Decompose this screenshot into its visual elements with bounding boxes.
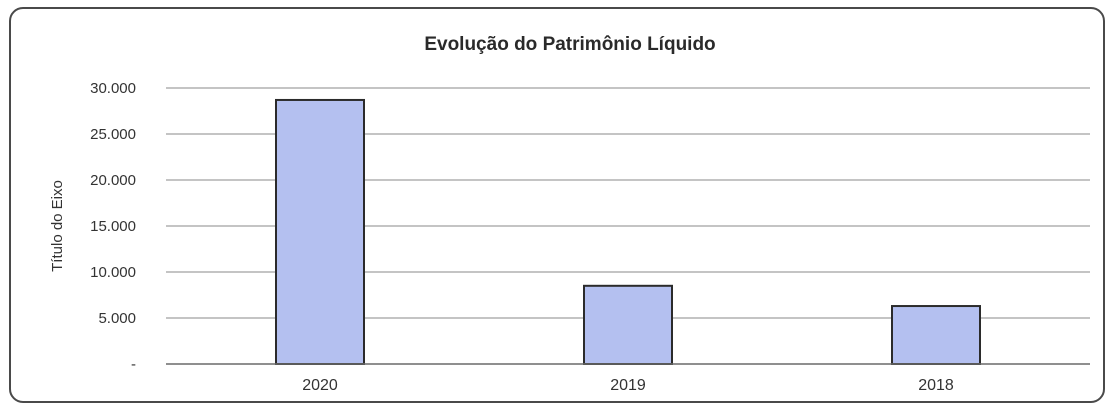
bar-2020 [275,98,365,366]
bar-2019 [583,284,673,365]
bar-2018 [891,305,981,366]
bars [275,98,981,366]
x-tick-label: 2020 [302,377,338,394]
y-tick-labels: 30.000 25.000 20.000 15.000 10.000 5.000 - [90,80,136,373]
x-tick-label: 2019 [610,377,646,394]
y-tick-label: - [131,356,136,373]
chart-title: Evolução do Patrimônio Líquido [424,34,715,55]
y-tick-label: 10.000 [90,264,136,281]
y-axis-label: Título do Eixo [49,180,66,272]
x-tick-label: 2018 [918,377,954,394]
y-tick-label: 30.000 [90,80,136,97]
y-tick-label: 15.000 [90,218,136,235]
y-tick-label: 5.000 [98,310,136,327]
x-tick-labels: 2020 2019 2018 [302,377,954,394]
y-tick-label: 25.000 [90,126,136,143]
y-tick-label: 20.000 [90,172,136,189]
